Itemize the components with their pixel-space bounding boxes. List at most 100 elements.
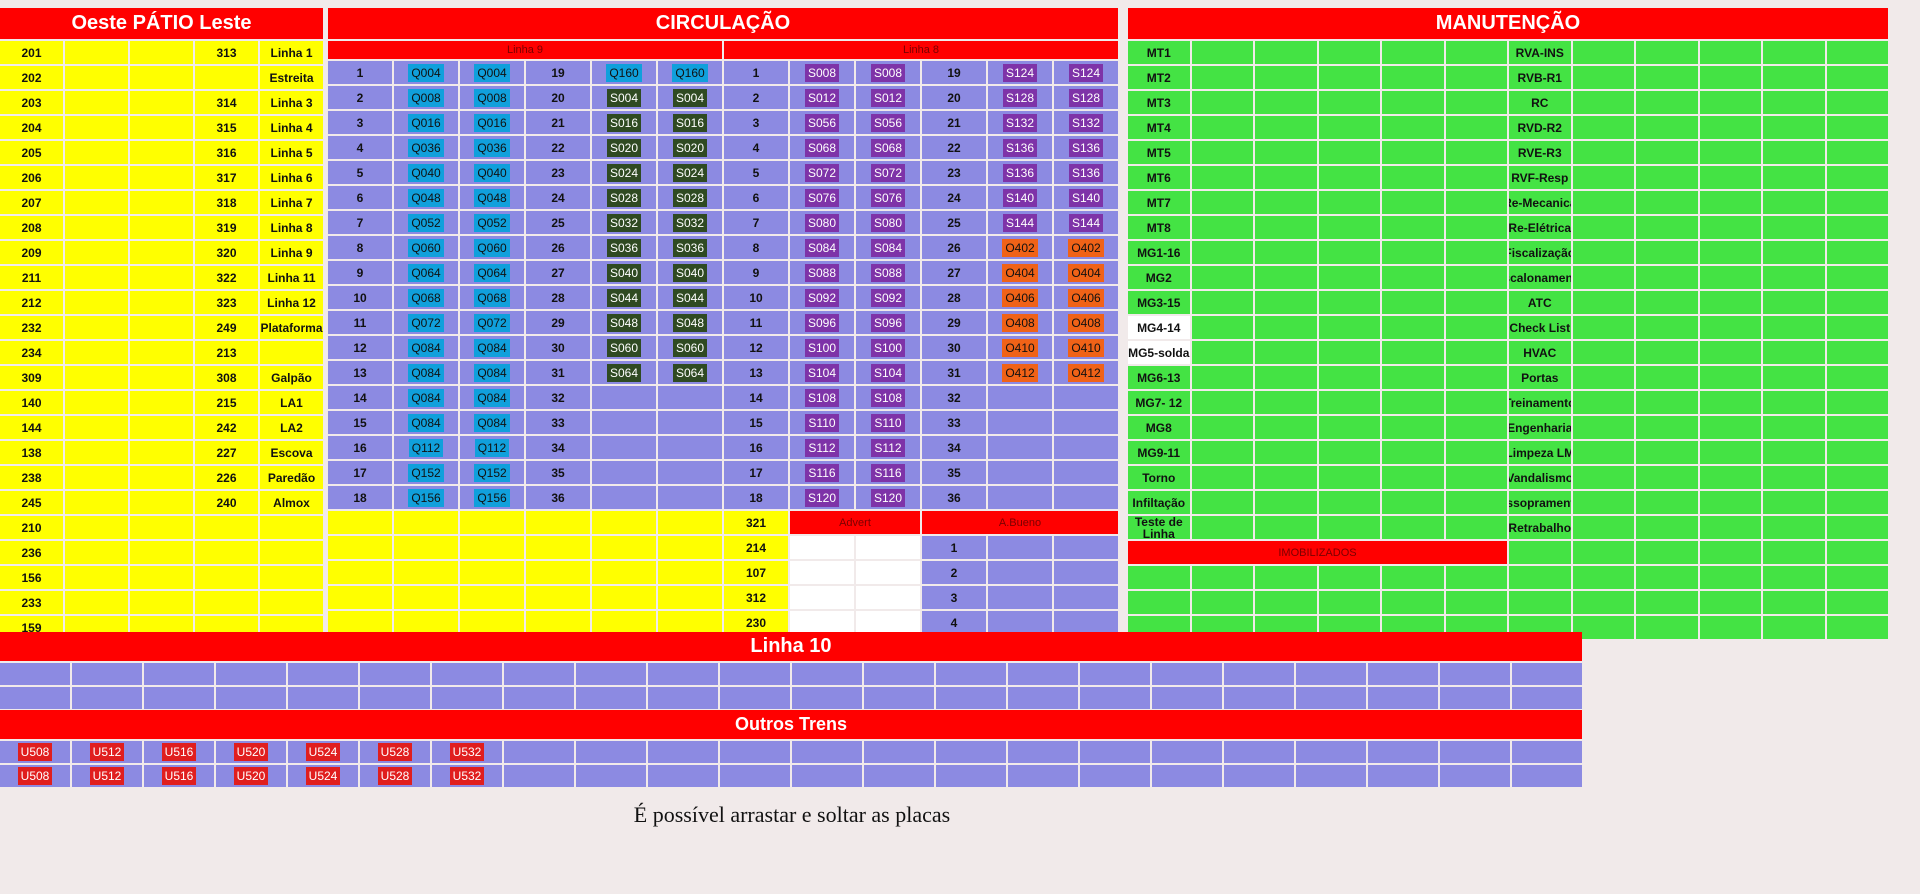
patio-slot[interactable] xyxy=(65,391,128,414)
maintenance-slot[interactable] xyxy=(1826,166,1888,189)
maintenance-slot[interactable] xyxy=(1572,266,1634,289)
slot-cell[interactable]: S116 xyxy=(790,461,854,484)
linha10-slot[interactable] xyxy=(288,663,358,685)
linha10-slot[interactable] xyxy=(1080,663,1150,685)
patio-slot[interactable] xyxy=(130,316,193,339)
imobilizados-slot[interactable] xyxy=(1128,566,1190,589)
train-plate[interactable]: S004 xyxy=(606,88,642,107)
train-plate[interactable]: Q040 xyxy=(408,163,444,182)
maintenance-slot[interactable] xyxy=(1255,366,1317,389)
patio-slot[interactable] xyxy=(130,291,193,314)
imobilizados-slot[interactable] xyxy=(1128,591,1190,614)
slot-cell[interactable]: S012 xyxy=(790,86,854,109)
outros-slot[interactable] xyxy=(1224,765,1294,787)
train-plate[interactable]: S072 xyxy=(870,163,906,182)
maintenance-slot[interactable] xyxy=(1318,516,1380,539)
maintenance-slot[interactable] xyxy=(1191,91,1253,114)
maintenance-slot[interactable] xyxy=(1318,291,1380,314)
train-plate[interactable]: S060 xyxy=(672,338,708,357)
patio-slot[interactable] xyxy=(65,66,128,89)
train-plate[interactable]: U508 xyxy=(17,767,53,785)
train-plate[interactable]: Q084 xyxy=(408,413,444,432)
linha10-slot[interactable] xyxy=(1440,687,1510,709)
maintenance-slot[interactable] xyxy=(1445,466,1507,489)
slot-cell[interactable]: Q008 xyxy=(394,86,458,109)
linha10-slot[interactable] xyxy=(504,663,574,685)
slot-cell[interactable] xyxy=(658,436,722,459)
circ-slot[interactable] xyxy=(658,586,722,609)
linha10-slot[interactable] xyxy=(216,663,286,685)
maintenance-slot[interactable] xyxy=(1699,541,1761,564)
slot-cell[interactable]: S088 xyxy=(790,261,854,284)
slot-cell[interactable]: O412 xyxy=(988,361,1052,384)
imobilizados-slot[interactable] xyxy=(1572,616,1634,639)
slot-cell[interactable]: U520 xyxy=(216,741,286,763)
train-plate[interactable]: S110 xyxy=(805,413,839,432)
train-plate[interactable]: O412 xyxy=(1068,363,1104,382)
train-plate[interactable]: S120 xyxy=(870,488,906,507)
maintenance-slot[interactable] xyxy=(1318,466,1380,489)
slot-cell[interactable]: S008 xyxy=(790,61,854,84)
slot-cell[interactable]: S032 xyxy=(658,211,722,234)
imobilizados-slot[interactable] xyxy=(1318,591,1380,614)
maintenance-slot[interactable] xyxy=(1191,266,1253,289)
maintenance-slot[interactable] xyxy=(1572,141,1634,164)
outros-slot[interactable] xyxy=(864,765,934,787)
maintenance-slot[interactable] xyxy=(1382,416,1444,439)
train-plate[interactable]: S012 xyxy=(870,88,906,107)
slot-cell[interactable] xyxy=(988,461,1052,484)
maintenance-slot[interactable] xyxy=(1699,116,1761,139)
slot-cell[interactable] xyxy=(658,411,722,434)
slot-cell[interactable]: S020 xyxy=(658,136,722,159)
train-plate[interactable]: Q068 xyxy=(474,288,510,307)
train-plate[interactable]: U520 xyxy=(233,743,269,761)
maintenance-slot[interactable] xyxy=(1826,241,1888,264)
train-plate[interactable]: S068 xyxy=(804,138,840,157)
maintenance-slot[interactable] xyxy=(1636,316,1698,339)
slot-cell[interactable]: O404 xyxy=(1054,261,1118,284)
maintenance-slot[interactable] xyxy=(1636,391,1698,414)
slot-cell[interactable]: S028 xyxy=(658,186,722,209)
slot-cell[interactable]: Q072 xyxy=(394,311,458,334)
circ-slot[interactable] xyxy=(394,586,458,609)
train-plate[interactable]: S080 xyxy=(870,213,906,232)
slot-cell[interactable]: U516 xyxy=(144,741,214,763)
maintenance-slot[interactable] xyxy=(1699,391,1761,414)
maintenance-slot[interactable] xyxy=(1572,116,1634,139)
maintenance-slot[interactable] xyxy=(1445,341,1507,364)
train-plate[interactable]: Q084 xyxy=(408,388,444,407)
maintenance-slot[interactable] xyxy=(1191,466,1253,489)
outros-slot[interactable] xyxy=(504,741,574,763)
slot-cell[interactable]: Q068 xyxy=(460,286,524,309)
slot-cell[interactable]: Q112 xyxy=(460,436,524,459)
slot-cell[interactable]: O404 xyxy=(988,261,1052,284)
patio-slot[interactable] xyxy=(65,266,128,289)
patio-slot[interactable] xyxy=(130,191,193,214)
train-plate[interactable]: O408 xyxy=(1068,313,1104,332)
patio-slot[interactable] xyxy=(65,241,128,264)
outros-slot[interactable] xyxy=(1008,741,1078,763)
train-plate[interactable]: O406 xyxy=(1068,288,1104,307)
patio-slot[interactable] xyxy=(130,541,193,564)
train-plate[interactable]: S044 xyxy=(606,288,642,307)
linha10-slot[interactable] xyxy=(864,663,934,685)
train-plate[interactable]: S024 xyxy=(606,163,642,182)
maintenance-slot[interactable] xyxy=(1636,466,1698,489)
patio-slot[interactable] xyxy=(130,66,193,89)
maintenance-slot[interactable] xyxy=(1318,191,1380,214)
circ-slot[interactable] xyxy=(1054,611,1118,634)
outros-slot[interactable] xyxy=(576,765,646,787)
train-plate[interactable]: Q160 xyxy=(606,63,642,82)
slot-cell[interactable]: S096 xyxy=(790,311,854,334)
train-plate[interactable]: Q084 xyxy=(474,338,510,357)
train-plate[interactable]: S008 xyxy=(870,63,906,82)
maintenance-slot[interactable] xyxy=(1255,416,1317,439)
linha10-slot[interactable] xyxy=(1512,687,1582,709)
train-plate[interactable]: Q048 xyxy=(474,188,510,207)
slot-cell[interactable]: Q016 xyxy=(394,111,458,134)
train-plate[interactable]: S136 xyxy=(1068,163,1104,182)
slot-cell[interactable]: S110 xyxy=(856,411,920,434)
outros-slot[interactable] xyxy=(864,741,934,763)
slot-cell[interactable]: Q064 xyxy=(460,261,524,284)
train-plate[interactable]: S104 xyxy=(804,363,840,382)
